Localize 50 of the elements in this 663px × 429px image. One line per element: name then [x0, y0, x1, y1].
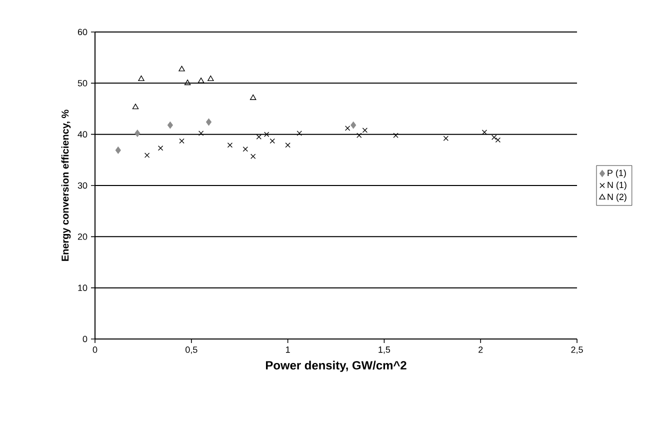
point: [250, 94, 256, 100]
x-tick-label: 0,5: [186, 346, 198, 354]
legend-label: N (2): [608, 193, 626, 202]
point: [344, 126, 350, 131]
point: [443, 136, 449, 142]
point: [264, 132, 270, 137]
y-tick-label: 40: [78, 131, 88, 138]
legend-label: N (1): [608, 182, 626, 190]
point: [356, 132, 362, 138]
x-axis-title: Power density, GW/cm^2: [266, 360, 406, 372]
y-axis-title: Energy conversion efficiency, %: [61, 110, 71, 261]
point: [198, 130, 204, 136]
point: [362, 128, 368, 133]
point: [285, 142, 290, 148]
point: [492, 134, 497, 140]
point: [178, 66, 185, 72]
point: [393, 132, 398, 138]
point: [134, 130, 140, 137]
point: [482, 130, 488, 135]
point: [132, 104, 139, 110]
point: [115, 146, 121, 154]
x-tick-label: 1,5: [378, 346, 390, 354]
x-tick-label: 0: [92, 346, 98, 353]
point: [495, 137, 501, 143]
point: [144, 152, 150, 158]
y-tick-label: 20: [78, 233, 88, 240]
legend-label: P (1): [608, 170, 626, 178]
point: [296, 130, 302, 136]
y-tick-label: 0: [82, 336, 88, 342]
point: [227, 142, 233, 148]
y-tick-label: 10: [78, 284, 88, 292]
point: [179, 138, 184, 144]
point: [206, 118, 212, 126]
y-tick-label: 30: [78, 182, 88, 189]
point: [138, 76, 144, 82]
point: [270, 138, 275, 144]
point: [250, 154, 256, 159]
point: [208, 76, 214, 82]
x-tick-label: 2,5: [571, 346, 583, 354]
x-tick-label: 2: [478, 346, 483, 353]
point: [184, 80, 191, 86]
point: [256, 134, 262, 140]
point: [242, 146, 248, 152]
y-tick-label: 50: [78, 80, 88, 86]
point: [350, 122, 356, 129]
point: [198, 78, 204, 84]
y-tick-label: 60: [78, 28, 88, 36]
point: [158, 146, 164, 151]
x-tick-label: 1: [286, 346, 290, 353]
point: [167, 122, 173, 129]
